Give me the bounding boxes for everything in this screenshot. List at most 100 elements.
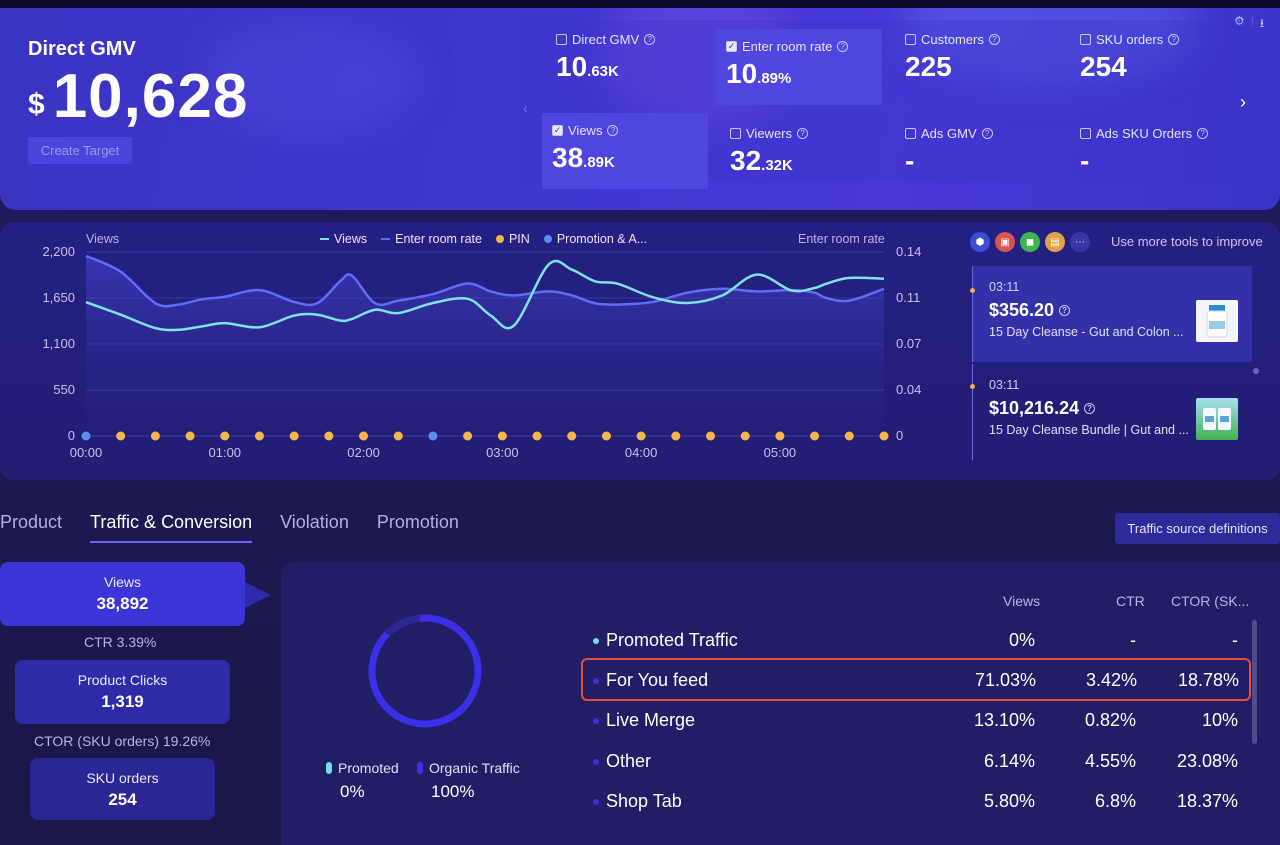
row-dot (593, 638, 599, 644)
donut-organic-ring (368, 614, 482, 728)
traffic-source-definitions-button[interactable]: Traffic source definitions (1115, 513, 1280, 544)
feed-item[interactable]: 03:11 $10,216.24? 15 Day Cleanse Bundle … (970, 364, 1252, 460)
legend-label: Organic Traffic (429, 760, 520, 776)
help-icon[interactable]: ? (797, 128, 809, 139)
row-dot (593, 759, 599, 765)
donut-legend-promoted: Promoted (326, 760, 399, 776)
promotion-marker (428, 431, 438, 441)
create-target-button[interactable]: Create Target (28, 137, 132, 164)
table-row[interactable]: Promoted Traffic 0% - - (581, 620, 1251, 660)
line-chart[interactable]: 2,200 1,650 1,100 550 0 0.14 0.11 0.07 0.04 0 00… (0, 222, 960, 482)
help-icon[interactable]: ? (1059, 305, 1071, 316)
cell-ctr: - (1130, 630, 1136, 650)
y-tick-label-right: 0.14 (896, 244, 921, 259)
product-thumbnail (1196, 398, 1238, 440)
tab-product[interactable]: Product (0, 512, 63, 532)
checkbox-checked[interactable]: ✓ (726, 41, 737, 52)
tab-violation[interactable]: Violation (280, 512, 349, 532)
donut-promoted-value: 0% (340, 782, 365, 801)
chevron-right-icon[interactable]: › (1240, 92, 1246, 112)
tab-promotion[interactable]: Promotion (376, 512, 459, 532)
checkbox[interactable] (905, 34, 916, 45)
legend-label: Views (334, 232, 368, 246)
metric-customers[interactable]: Customers? 225 (895, 22, 1061, 98)
table-row[interactable]: Shop Tab 5.80% 6.8% 18.37% (581, 781, 1251, 821)
metric-label: Views (568, 123, 603, 138)
funnel-label: SKU orders (86, 770, 159, 786)
help-icon[interactable]: ? (837, 41, 849, 52)
funnel-label: Views (103, 574, 142, 590)
tool-icons: ⬢ ▣ ◼ ▤ ⋯ (970, 232, 1090, 252)
shield-icon[interactable]: ⬢ (970, 232, 990, 252)
legend-dot (495, 235, 504, 243)
pin-marker (116, 431, 126, 441)
checkbox[interactable] (730, 128, 741, 139)
metric-views[interactable]: ✓ Views? 38.89K (542, 113, 708, 189)
settings-icon[interactable]: ⚙ (1234, 14, 1245, 28)
funnel-arrow (245, 582, 271, 608)
feed-product-name: 15 Day Cleanse - Gut and Colon ... (989, 325, 1184, 339)
checkbox-checked[interactable]: ✓ (552, 125, 563, 136)
funnel-ctor: CTOR (SKU orders) 19.26% (34, 733, 211, 749)
table-row-highlighted[interactable]: For You feed 71.03% 3.42% 18.78% (581, 658, 1251, 701)
bag-icon[interactable]: ▣ (995, 232, 1015, 252)
pin-marker (463, 431, 473, 441)
pin-marker (775, 431, 785, 441)
help-icon[interactable]: ? (1168, 34, 1180, 45)
metric-viewers[interactable]: Viewers? 32.32K (720, 116, 886, 192)
cell-ctr: 6.8% (1094, 791, 1136, 811)
source-name: Shop Tab (606, 791, 682, 811)
metric-value-suffix: .89% (757, 70, 792, 87)
cell-ctor: 10% (1201, 710, 1238, 730)
x-tick-label: 02:00 (347, 445, 380, 460)
pin-marker (220, 431, 230, 441)
checkbox[interactable] (1080, 128, 1091, 139)
metric-ads-sku-orders[interactable]: Ads SKU Orders? - (1070, 116, 1236, 192)
coupon-icon[interactable]: ▤ (1045, 232, 1065, 252)
cell-ctr: 3.42% (1085, 670, 1137, 690)
help-icon[interactable]: ? (607, 125, 619, 136)
traffic-donut-chart[interactable] (365, 611, 485, 731)
pin-marker (393, 431, 403, 441)
tools-hint[interactable]: Use more tools to improve (1111, 234, 1263, 249)
metric-direct-gmv[interactable]: Direct GMV? 10.63K (546, 22, 712, 98)
y-tick-label-right: 0.04 (896, 382, 921, 397)
legend-item-promotion[interactable]: Promotion & A... (543, 232, 647, 246)
metric-ads-gmv[interactable]: Ads GMV? - (895, 116, 1061, 192)
feed-scroll-indicator[interactable] (1253, 368, 1259, 374)
checkbox[interactable] (905, 128, 916, 139)
legend-item-views[interactable]: Views (320, 232, 367, 246)
table-row[interactable]: Live Merge 13.10% 0.82% 10% (581, 700, 1251, 740)
x-tick-label: 00:00 (70, 445, 103, 460)
metric-enter-room-rate[interactable]: ✓ Enter room rate? 10.89% (716, 29, 882, 105)
checkbox[interactable] (1080, 34, 1091, 45)
more-icon[interactable]: ⋯ (1070, 232, 1090, 252)
metric-value: 10 (726, 58, 758, 89)
tab-traffic-conversion[interactable]: Traffic & Conversion (90, 512, 253, 543)
promotion-marker (81, 431, 91, 441)
metric-label: SKU orders (1096, 32, 1164, 47)
metric-label: Enter room rate (742, 39, 833, 54)
legend-item-rate[interactable]: Enter room rate (381, 232, 482, 246)
funnel-views: Views 38,892 (0, 562, 245, 626)
feed-item[interactable]: 03:11 $356.20? 15 Day Cleanse - Gut and … (970, 266, 1252, 362)
chevron-left-icon[interactable]: ‹ (523, 100, 528, 116)
metric-sku-orders[interactable]: SKU orders? 254 (1070, 22, 1236, 98)
table-row[interactable]: Other 6.14% 4.55% 23.08% (581, 741, 1251, 781)
table-scrollbar[interactable] (1252, 620, 1257, 744)
help-icon[interactable]: ? (988, 34, 1000, 45)
help-icon[interactable]: ? (1084, 403, 1096, 414)
download-icon[interactable]: ⭳ (1259, 16, 1265, 30)
metric-value: - (905, 145, 915, 176)
help-icon[interactable]: ? (644, 34, 656, 45)
help-icon[interactable]: ? (1197, 128, 1209, 139)
source-name: Other (606, 751, 652, 771)
cell-ctor: - (1232, 630, 1238, 650)
checkbox[interactable] (556, 34, 567, 45)
cart-icon[interactable]: ◼ (1020, 232, 1040, 252)
source-name: Promoted Traffic (606, 630, 738, 650)
legend-item-pin[interactable]: PIN (495, 232, 530, 246)
help-icon[interactable]: ? (981, 128, 993, 139)
metrics-grid: Direct GMV? 10.63K ✓ Enter room rate? 10.… (520, 20, 1254, 189)
